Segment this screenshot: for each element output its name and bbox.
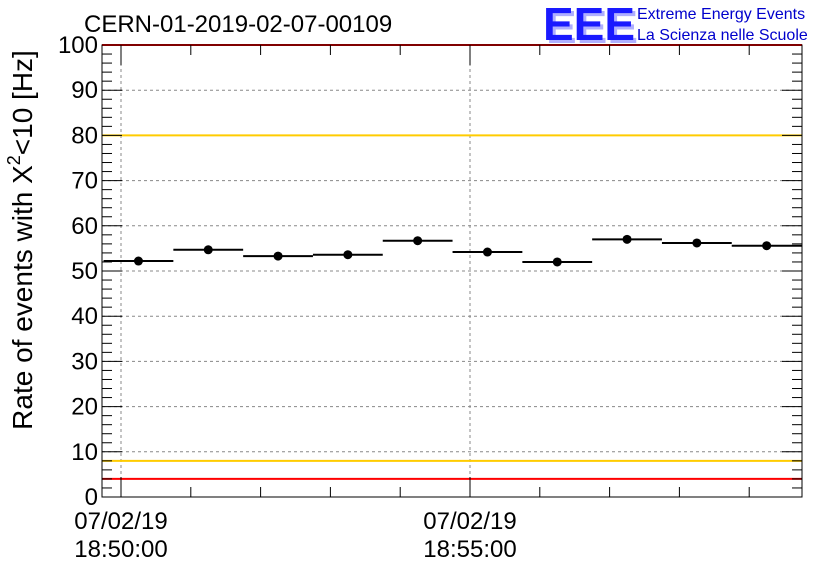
y-axis-label: Rate of events with X2<10 [Hz] — [4, 50, 38, 430]
y-tick-label: 10 — [71, 439, 98, 466]
x-tick-label-date: 07/02/19 — [74, 508, 167, 535]
data-point — [273, 251, 283, 261]
x-tick-label-time: 18:50:00 — [74, 536, 167, 563]
y-tick-label: 30 — [71, 348, 98, 375]
y-axis-label-sup: 2 — [4, 155, 24, 165]
y-tick-label: 0 — [85, 484, 98, 511]
y-tick-label: 80 — [71, 122, 98, 149]
eee-logo-line2: La Scienza nelle Scuole — [637, 27, 808, 44]
data-point — [692, 238, 702, 248]
plot-area: 010203040506070809010007/02/1918:50:0007… — [58, 32, 803, 563]
y-tick-label: 70 — [71, 168, 98, 195]
eee-logo-line1: Extreme Energy Events — [637, 6, 805, 23]
y-tick-label: 60 — [71, 213, 98, 240]
y-tick-label: 50 — [71, 258, 98, 285]
y-tick-label: 100 — [58, 32, 98, 59]
y-tick-label: 90 — [71, 77, 98, 104]
x-tick-label-time: 18:55:00 — [423, 536, 516, 563]
data-point — [203, 245, 213, 255]
eee-logo: EEE EEE Extreme Energy Events La Scienza… — [543, 0, 808, 53]
data-point — [343, 250, 353, 260]
chart-title: CERN-01-2019-02-07-00109 — [84, 11, 392, 38]
data-point — [133, 256, 143, 266]
y-tick-label: 40 — [71, 303, 98, 330]
x-tick-label-date: 07/02/19 — [423, 508, 516, 535]
data-point — [413, 236, 423, 246]
eee-logo-mark: EEE — [543, 0, 635, 50]
data-point — [762, 241, 772, 251]
data-point — [622, 234, 632, 244]
y-tick-label: 20 — [71, 394, 98, 421]
y-axis-label-main: Rate of events with X — [7, 165, 38, 430]
y-axis-label-tail: <10 [Hz] — [7, 50, 38, 155]
data-point — [482, 247, 492, 257]
data-point — [552, 257, 562, 267]
